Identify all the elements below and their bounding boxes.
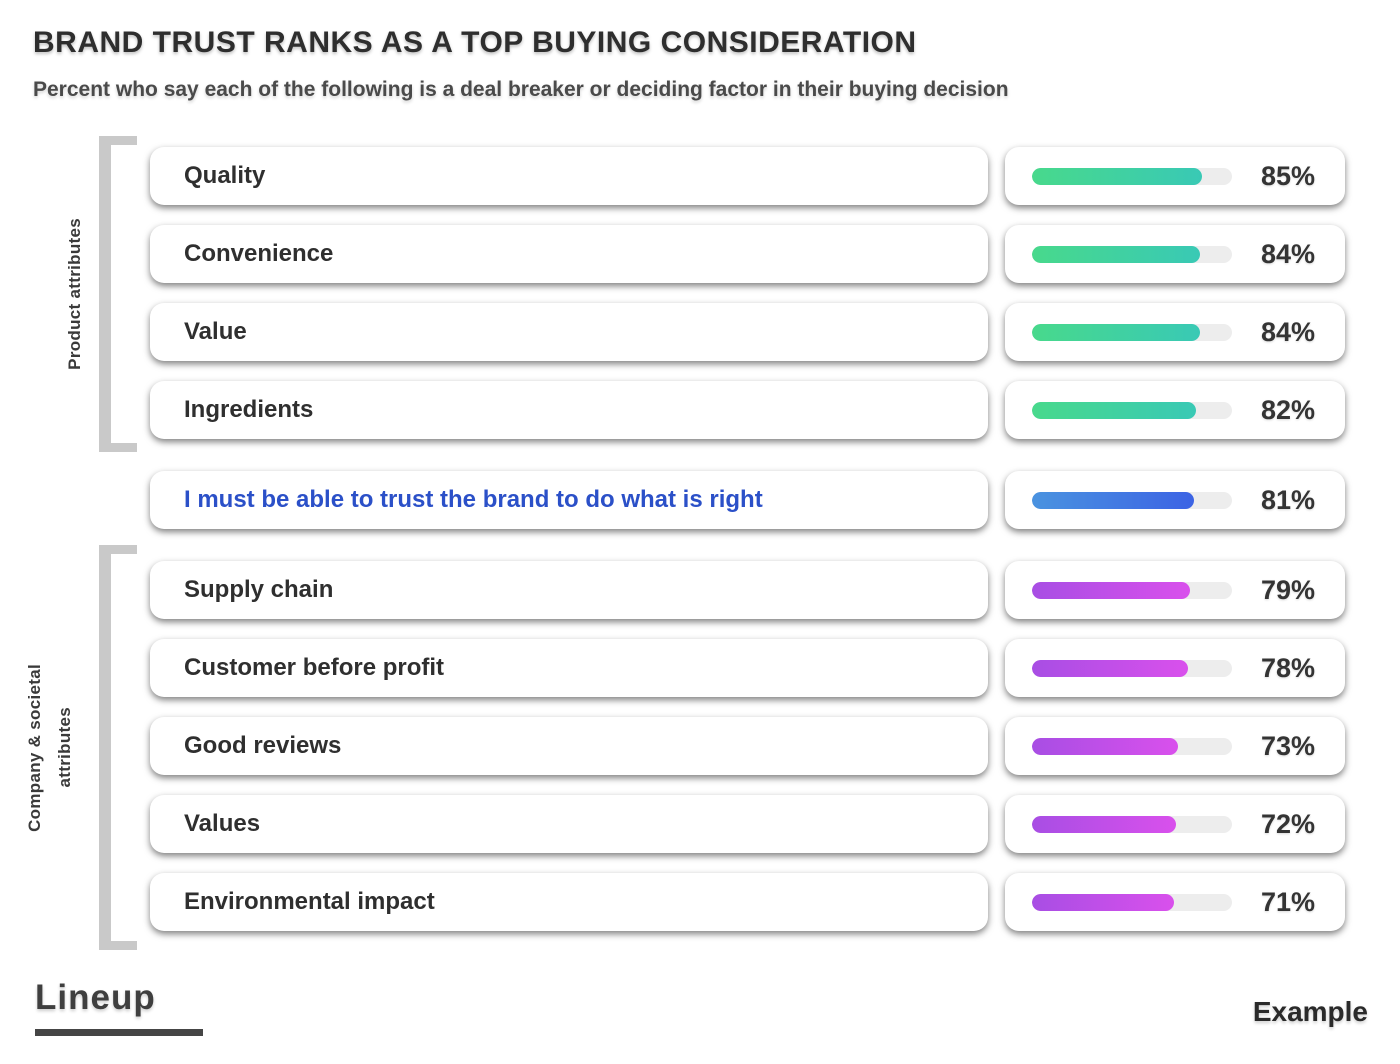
bar-fill: [1032, 323, 1200, 341]
brand-logo-underline: [35, 1029, 203, 1036]
bar-fill: [1032, 167, 1202, 185]
bar-value: 84%: [1260, 316, 1315, 347]
chart-row: Quality 85%: [150, 147, 1345, 205]
row-bar-card: 79%: [1005, 561, 1345, 619]
bar-track: [1032, 815, 1232, 833]
row-bar-card: 81%: [1005, 471, 1345, 529]
bar-fill: [1032, 659, 1188, 677]
row-label: Good reviews: [184, 732, 342, 759]
row-bar-card: 85%: [1005, 147, 1345, 205]
row-bar-card: 71%: [1005, 873, 1345, 931]
row-bar-card: 72%: [1005, 795, 1345, 853]
page-subtitle: Percent who say each of the following is…: [33, 78, 1009, 101]
row-label: Customer before profit: [184, 654, 445, 681]
row-label: Quality: [184, 162, 266, 189]
bar-value: 71%: [1260, 886, 1315, 917]
group-label-company-text-line2: attributes: [55, 707, 74, 788]
bar-value: 73%: [1260, 730, 1315, 761]
row-bar-card: 84%: [1005, 303, 1345, 361]
row-label-card: Environmental impact: [150, 873, 988, 931]
bar-fill: [1032, 401, 1196, 419]
row-label: Ingredients: [184, 396, 314, 423]
group-bracket-company: [99, 545, 137, 950]
chart-row: Good reviews 73%: [150, 717, 1345, 775]
chart-row: Environmental impact 71%: [150, 873, 1345, 931]
group-label-product-text: Product attributes: [64, 218, 84, 370]
bar-fill: [1032, 245, 1200, 263]
group-label-company: Company & societal attributes: [14, 545, 86, 950]
bar-value: 79%: [1260, 574, 1315, 605]
row-label-card: Customer before profit: [150, 639, 988, 697]
chart-row: Value 84%: [150, 303, 1345, 361]
group-label-product: Product attributes: [58, 136, 92, 452]
row-label-card: Quality: [150, 147, 988, 205]
bar-value: 81%: [1260, 484, 1315, 515]
bar-track: [1032, 245, 1232, 263]
attribution-text: Example: [1252, 996, 1368, 1027]
row-label-card: Values: [150, 795, 988, 853]
bar-fill: [1032, 491, 1194, 509]
bar-track: [1032, 323, 1232, 341]
row-label: Values: [184, 810, 261, 837]
bar-track: [1032, 581, 1232, 599]
chart-row: Ingredients 82%: [150, 381, 1345, 439]
bar-chart: Quality 85% Convenience 84% Value 84% Ingredie…: [150, 147, 1345, 931]
bar-value: 84%: [1260, 238, 1315, 269]
chart-row: Values 72%: [150, 795, 1345, 853]
row-label: Supply chain: [184, 576, 334, 603]
row-label: Environmental impact: [184, 888, 435, 915]
group-label-company-text-line1: Company & societal: [24, 663, 44, 832]
row-label: Convenience: [184, 240, 334, 267]
row-label-card: Convenience: [150, 225, 988, 283]
page-title: BRAND TRUST RANKS AS A TOP BUYING CONSID…: [33, 26, 917, 59]
chart-row-highlight: I must be able to trust the brand to do …: [150, 471, 1345, 529]
bar-fill: [1032, 581, 1190, 599]
row-label-card: Value: [150, 303, 988, 361]
row-label-card: Ingredients: [150, 381, 988, 439]
bar-fill: [1032, 893, 1174, 911]
bar-track: [1032, 167, 1232, 185]
row-bar-card: 82%: [1005, 381, 1345, 439]
row-label-card: Supply chain: [150, 561, 988, 619]
bar-track: [1032, 491, 1232, 509]
row-bar-card: 73%: [1005, 717, 1345, 775]
chart-row: Customer before profit 78%: [150, 639, 1345, 697]
row-label: Value: [184, 318, 247, 345]
row-label-card: I must be able to trust the brand to do …: [150, 471, 988, 529]
chart-row: Convenience 84%: [150, 225, 1345, 283]
bar-track: [1032, 401, 1232, 419]
bar-value: 78%: [1260, 652, 1315, 683]
bar-track: [1032, 737, 1232, 755]
bar-track: [1032, 659, 1232, 677]
row-bar-card: 84%: [1005, 225, 1345, 283]
group-bracket-product: [99, 136, 137, 452]
bar-fill: [1032, 815, 1176, 833]
bar-value: 72%: [1260, 808, 1315, 839]
bar-fill: [1032, 737, 1178, 755]
brand-logo: Lineup: [35, 978, 156, 1017]
chart-row: Supply chain 79%: [150, 561, 1345, 619]
row-bar-card: 78%: [1005, 639, 1345, 697]
row-label: I must be able to trust the brand to do …: [184, 486, 763, 513]
bar-track: [1032, 893, 1232, 911]
bar-value: 85%: [1260, 160, 1315, 191]
row-label-card: Good reviews: [150, 717, 988, 775]
bar-value: 82%: [1260, 394, 1315, 425]
